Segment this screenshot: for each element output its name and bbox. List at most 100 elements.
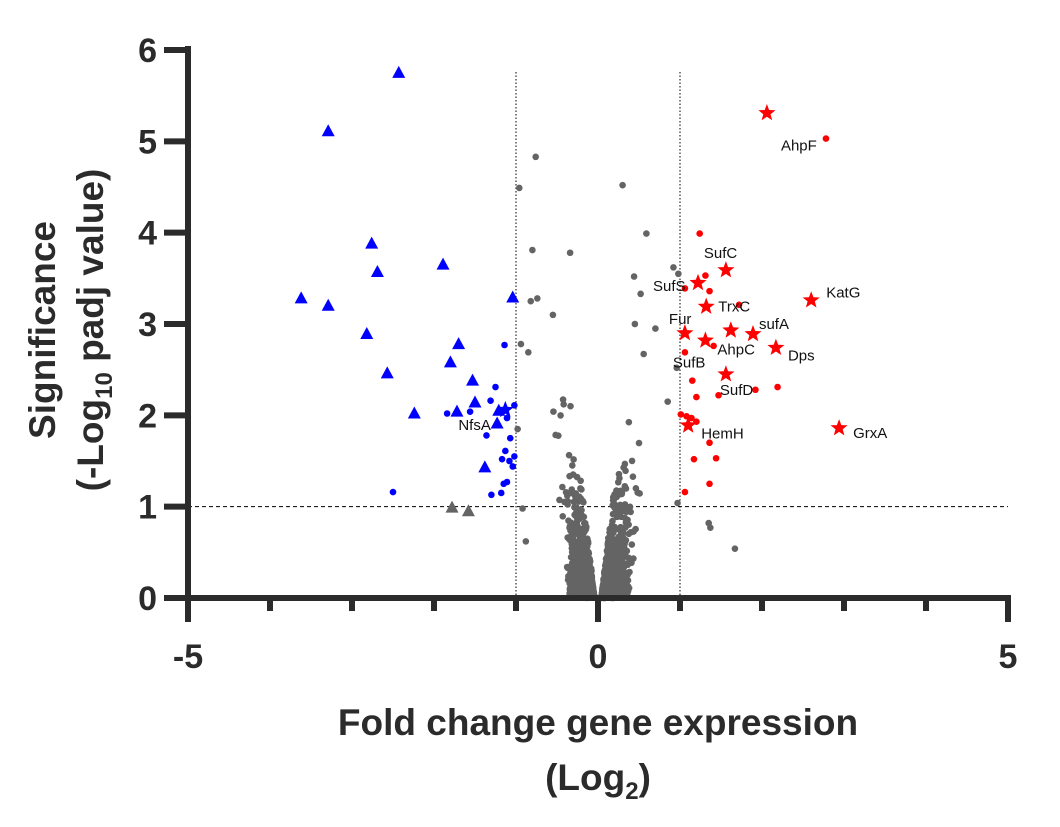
- x-tick-label: -5: [173, 638, 203, 676]
- down-point-circle: [509, 463, 517, 470]
- ns-point: [572, 509, 580, 517]
- y-axis-subtitle: (-Log10 padj value): [70, 169, 118, 492]
- ns-point: [625, 418, 633, 426]
- down-point-circle: [511, 453, 518, 460]
- down-point-star: [496, 400, 514, 418]
- gene-label-HemH: HemH: [701, 425, 744, 442]
- down-point-triangle: [478, 460, 492, 473]
- ns-point: [601, 569, 608, 576]
- ns-point-circle: [532, 153, 539, 161]
- ns-point: [570, 498, 578, 506]
- ns-point: [563, 492, 571, 500]
- ns-point: [621, 579, 628, 586]
- down-point-circle: [501, 341, 508, 349]
- ns-point: [574, 581, 581, 588]
- y-tick-label: 3: [138, 306, 157, 344]
- down-point-triangle: [506, 290, 520, 303]
- ns-point: [570, 456, 577, 463]
- up-point-circle: [712, 454, 720, 462]
- x-axis-unit: (Log2): [545, 757, 651, 805]
- ns-point-triangle: [461, 504, 475, 517]
- ns-point: [555, 432, 562, 439]
- down-point-circle: [497, 489, 505, 497]
- ns-point-circle: [527, 297, 535, 305]
- ns-point-circle: [549, 311, 557, 319]
- ns-point-circle: [673, 364, 681, 372]
- x-tick-label: 5: [999, 638, 1018, 676]
- down-point-circle: [498, 455, 506, 463]
- ns-point: [569, 560, 576, 567]
- ns-point-circle: [517, 340, 525, 348]
- ns-point-circle: [705, 519, 712, 527]
- ns-point: [567, 402, 574, 410]
- down-point-circle: [483, 432, 490, 439]
- up-point-circle: [735, 301, 743, 309]
- ns-point: [574, 574, 582, 581]
- up-point-star: [802, 291, 820, 308]
- ns-point: [629, 473, 637, 480]
- ns-point: [572, 493, 579, 501]
- ns-point: [578, 570, 586, 577]
- threshold-lines: [188, 72, 1008, 598]
- axes: 0 1 2 3 4 5 6 -5 0 5: [138, 32, 1017, 676]
- down-point-triangle: [370, 264, 384, 277]
- ns-point: [587, 573, 595, 580]
- up-point-star: [830, 419, 848, 436]
- gene-label-SufB: SufB: [673, 354, 706, 371]
- ns-point: [567, 519, 575, 526]
- up-point-circle: [702, 272, 709, 279]
- y-axis-title: Significance: [22, 221, 63, 439]
- up-point-star: [717, 365, 735, 382]
- ns-point: [640, 350, 647, 358]
- ns-point: [628, 541, 636, 548]
- down-point-triangle: [365, 236, 379, 249]
- ns-point-circle: [515, 184, 523, 192]
- gene-label-AhpF: AhpF: [781, 138, 817, 155]
- down-point-circle: [492, 383, 499, 391]
- down-point-circle: [506, 457, 513, 465]
- ns-point: [574, 552, 581, 559]
- down-point-triangle: [321, 298, 335, 311]
- down-point-triangle: [360, 327, 374, 340]
- y-tick-label: 6: [138, 32, 157, 70]
- ns-point: [563, 563, 571, 571]
- gene-label-SufC: SufC: [704, 245, 738, 262]
- ns-point: [573, 473, 581, 481]
- ns-point: [581, 576, 588, 583]
- x-unit-post: ): [639, 757, 651, 798]
- down-point-circle: [466, 408, 474, 415]
- ns-point-circle: [514, 425, 521, 433]
- down-point-circle: [503, 414, 511, 422]
- ns-point: [621, 460, 629, 468]
- ns-point: [613, 587, 621, 595]
- up-point-circle: [706, 287, 713, 295]
- ns-point: [566, 472, 573, 480]
- ns-point: [606, 537, 614, 545]
- down-point-triangle: [436, 257, 450, 270]
- up-point-star: [767, 338, 785, 355]
- ns-point-circle: [675, 270, 682, 278]
- up-point-star: [722, 321, 740, 338]
- gene-label-SufD: SufD: [720, 382, 754, 399]
- x-axis-title: Fold change gene expression: [338, 702, 858, 743]
- ns-point-circle: [619, 181, 626, 189]
- ns-point: [634, 489, 641, 496]
- ns-point: [621, 482, 629, 490]
- up-point-circle: [706, 439, 713, 447]
- down-point-circle: [506, 434, 514, 442]
- x-tick-label: 0: [589, 638, 608, 676]
- ns-point: [559, 483, 566, 491]
- gene-label-Fur: Fur: [669, 311, 692, 328]
- ns-point: [573, 530, 580, 538]
- ns-point: [565, 451, 573, 459]
- ns-point-circle: [522, 538, 530, 545]
- ns-point: [609, 560, 616, 567]
- ns-point: [635, 439, 643, 447]
- up-point-star: [676, 324, 694, 341]
- ns-point-circle: [519, 505, 526, 512]
- ns-point-circle: [637, 290, 644, 298]
- ns-point: [610, 495, 618, 503]
- up-point-star: [679, 416, 697, 433]
- ns-point: [573, 522, 580, 530]
